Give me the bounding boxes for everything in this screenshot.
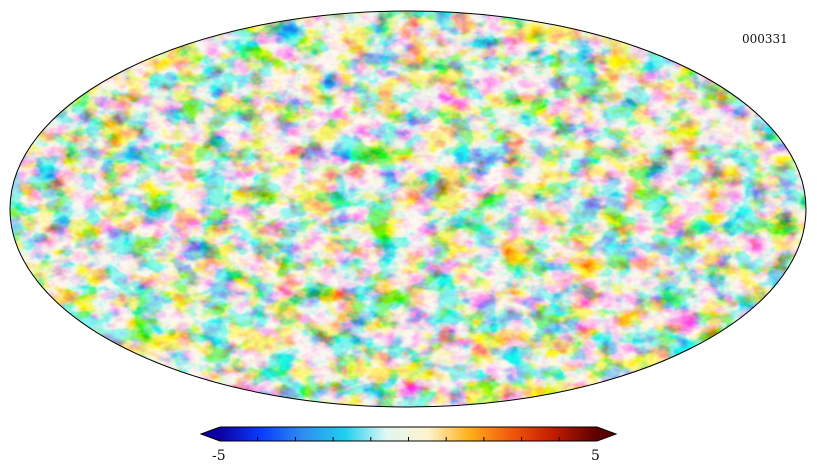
sky-map bbox=[10, 11, 806, 407]
colorbar-low-extension bbox=[201, 427, 220, 441]
temperature-field-overlay bbox=[10, 11, 806, 407]
colorbar-high-extension bbox=[597, 427, 616, 441]
colorbar-ticks bbox=[257, 437, 560, 441]
colorbar bbox=[199, 426, 618, 442]
colorbar-outline bbox=[199, 426, 618, 442]
colorbar-max-label: 5 bbox=[591, 448, 600, 464]
map-outline bbox=[9, 10, 807, 408]
colorbar-min-label: -5 bbox=[212, 448, 226, 464]
colorbar-gradient bbox=[220, 427, 597, 441]
map-id-label: 000331 bbox=[742, 32, 788, 46]
